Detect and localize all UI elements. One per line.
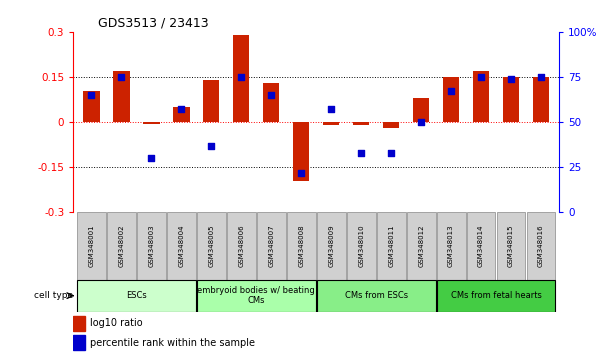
Bar	[197, 212, 225, 280]
Bar	[233, 35, 249, 122]
Text: cell type: cell type	[34, 291, 73, 300]
Bar	[107, 212, 136, 280]
Text: GSM348001: GSM348001	[89, 225, 94, 267]
Text: GSM348002: GSM348002	[119, 225, 124, 267]
Bar	[227, 212, 255, 280]
Bar	[383, 122, 400, 128]
Point	[476, 74, 486, 80]
Bar	[353, 122, 370, 125]
Text: embryoid bodies w/ beating
CMs: embryoid bodies w/ beating CMs	[197, 286, 315, 306]
Bar	[497, 212, 525, 280]
Text: GSM348014: GSM348014	[478, 225, 484, 267]
Bar	[263, 83, 279, 122]
Text: GSM348015: GSM348015	[508, 225, 514, 267]
Bar	[347, 212, 376, 280]
Bar	[257, 212, 285, 280]
Point	[177, 107, 186, 112]
Text: GSM348010: GSM348010	[358, 225, 364, 267]
Point	[236, 74, 246, 80]
Bar	[77, 212, 106, 280]
Bar	[316, 280, 436, 312]
Text: GSM348006: GSM348006	[238, 225, 244, 267]
Text: CMs from fetal hearts: CMs from fetal hearts	[451, 291, 541, 300]
Bar	[293, 122, 309, 181]
Bar	[143, 122, 159, 124]
Point	[207, 143, 216, 148]
Point	[416, 119, 426, 125]
Text: GSM348005: GSM348005	[208, 225, 214, 267]
Bar	[287, 212, 316, 280]
Point	[386, 150, 396, 156]
Bar	[73, 316, 86, 331]
Point	[147, 155, 156, 161]
Bar	[443, 77, 459, 122]
Text: GSM348004: GSM348004	[178, 225, 185, 267]
Point	[356, 150, 366, 156]
Point	[446, 88, 456, 94]
Bar	[467, 212, 496, 280]
Text: GSM348009: GSM348009	[328, 225, 334, 267]
Bar	[437, 280, 555, 312]
Text: ESCs: ESCs	[126, 291, 147, 300]
Bar	[83, 91, 100, 122]
Text: GSM348013: GSM348013	[448, 225, 454, 267]
Bar	[203, 80, 219, 122]
Text: log10 ratio: log10 ratio	[90, 318, 143, 329]
Point	[326, 107, 336, 112]
Bar	[77, 280, 196, 312]
Bar	[533, 77, 549, 122]
Text: GSM348007: GSM348007	[268, 225, 274, 267]
Point	[86, 92, 96, 98]
Point	[266, 92, 276, 98]
Bar	[137, 212, 166, 280]
Bar	[407, 212, 436, 280]
Bar	[323, 122, 340, 125]
Bar	[413, 98, 430, 122]
Bar	[437, 212, 466, 280]
Bar	[316, 212, 346, 280]
Bar	[377, 212, 406, 280]
Point	[506, 76, 516, 82]
Text: GDS3513 / 23413: GDS3513 / 23413	[98, 16, 208, 29]
Bar	[197, 280, 316, 312]
Bar	[173, 107, 189, 122]
Bar	[473, 71, 489, 122]
Text: GSM348011: GSM348011	[388, 225, 394, 267]
Point	[117, 74, 126, 80]
Text: GSM348008: GSM348008	[298, 225, 304, 267]
Text: percentile rank within the sample: percentile rank within the sample	[90, 337, 255, 348]
Bar	[527, 212, 555, 280]
Text: CMs from ESCs: CMs from ESCs	[345, 291, 408, 300]
Text: GSM348016: GSM348016	[538, 225, 544, 267]
Bar	[73, 335, 86, 350]
Bar	[503, 77, 519, 122]
Bar	[167, 212, 196, 280]
Point	[536, 74, 546, 80]
Point	[296, 170, 306, 176]
Bar	[113, 71, 130, 122]
Text: GSM348012: GSM348012	[418, 225, 424, 267]
Text: GSM348003: GSM348003	[148, 225, 155, 267]
